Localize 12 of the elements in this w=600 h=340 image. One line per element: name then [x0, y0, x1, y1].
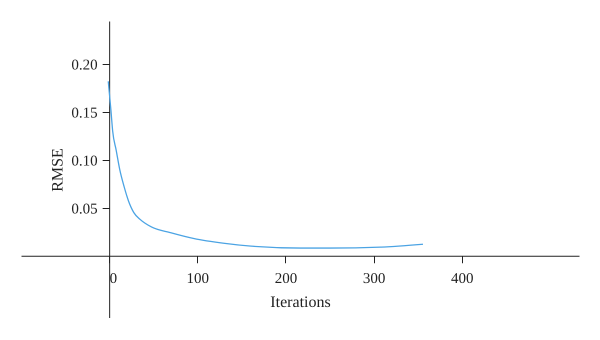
- y-axis-title: RMSE: [49, 148, 66, 192]
- x-tick-label: 0: [110, 271, 118, 288]
- y-tick-label: 0.05: [71, 201, 98, 218]
- y-tick-label: 0.20: [71, 58, 98, 74]
- line-series: [108, 80, 424, 249]
- x-tick-label: 200: [274, 271, 298, 288]
- x-tick-label: 400: [451, 271, 474, 288]
- x-axis-title: Iterations: [270, 294, 331, 312]
- y-tick-label: 0.15: [71, 106, 98, 122]
- y-tick-label: 0.10: [71, 153, 98, 170]
- x-tick-label: 100: [186, 271, 210, 288]
- x-tick-label: 300: [362, 271, 386, 288]
